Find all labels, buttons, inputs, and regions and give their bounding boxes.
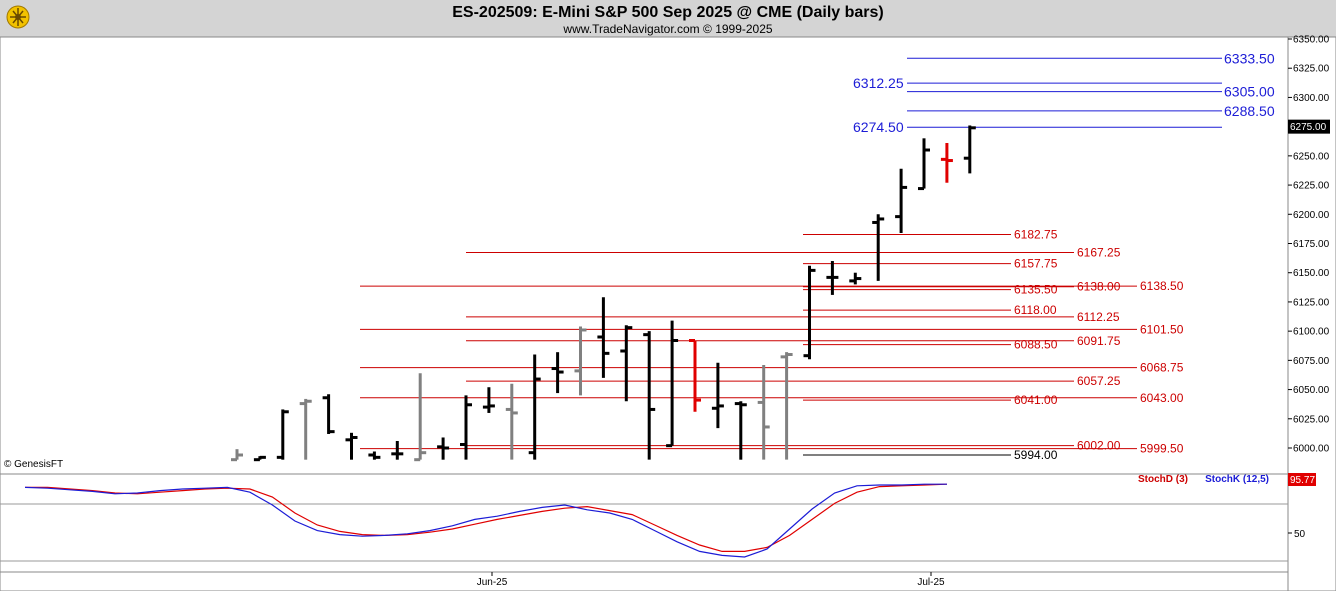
current-price-label: 6275.00 [1290,122,1327,133]
red-level-label: 6182.75 [1014,227,1058,241]
red-level-label: 6091.75 [1077,334,1121,348]
current-price-box [1288,119,1330,134]
price-axis-tick-label: 6300.00 [1293,93,1330,104]
price-axis-tick-label: 6200.00 [1293,210,1330,221]
stochastic-axis: 50 95.77 [0,473,1316,562]
legend-stochk: StochK (12,5) [1205,474,1269,485]
copyright-label: © GenesisFT [4,459,63,470]
price-axis-tick-label: 6025.00 [1293,414,1330,425]
date-axis-panel [0,571,1289,591]
black-level-label: 5994.00 [1014,448,1058,462]
price-axis-tick-label: 6325.00 [1293,64,1330,75]
price-axis-tick-label: 6000.00 [1293,444,1330,455]
price-panel[interactable] [0,36,1289,475]
price-bars [231,125,976,462]
price-axis-tick-label: 6050.00 [1293,385,1330,396]
red-level-label: 6167.25 [1077,246,1121,260]
blue-level-label: 6312.25 [853,75,904,91]
red-level-label: 6057.25 [1077,374,1121,388]
date-axis-tick-label: Jul-25 [917,577,945,588]
red-level-label: 6101.50 [1140,322,1184,336]
price-axis-tick-label: 6250.00 [1293,151,1330,162]
support-resistance-levels: 6333.50 6312.25 6305.00 6288.50 6274.50 6182.… [360,50,1275,462]
red-level-label: 6138.00 [1077,280,1121,294]
price-axis-tick-label: 6350.00 [1293,35,1330,46]
red-level-label: 6088.50 [1014,338,1058,352]
price-axis-tick-label: 6100.00 [1293,327,1330,338]
red-level-label: 6157.75 [1014,257,1058,271]
blue-level-label: 6274.50 [853,119,904,135]
price-axis-tick-label: 6225.00 [1293,181,1330,192]
stochk-line [24,483,947,558]
red-level-label: 6002.00 [1077,439,1121,453]
price-axis-tick-label: 6150.00 [1293,268,1330,279]
stochastic-current-box [1288,473,1316,486]
legend-stochd: StochD (3) [1138,474,1188,485]
red-level-label: 6118.00 [1014,303,1057,317]
stochastic-current-label: 95.77 [1290,475,1315,486]
price-axis-tick-label: 6175.00 [1293,239,1330,250]
red-level-label: 5999.50 [1140,442,1184,456]
red-level-label: 6041.00 [1014,393,1058,407]
price-axis: 6000.00 6025.00 6050.00 6075.00 6100.00 6125.… [1288,35,1330,455]
blue-level-label: 6333.50 [1224,50,1275,66]
blue-level-label: 6288.50 [1224,103,1275,119]
stochastic-lines [24,483,948,558]
red-level-label: 6138.50 [1140,279,1184,293]
date-axis-tick-label: Jun-25 [477,577,508,588]
red-level-label: 6112.25 [1077,310,1120,324]
date-axis: Jun-25 Jul-25 [477,572,945,588]
price-axis-tick-label: 6125.00 [1293,297,1330,308]
trade-navigator-logo-icon[interactable] [6,5,30,29]
stochastic-axis-tick-label: 50 [1294,529,1306,540]
price-axis-tick-label: 6075.00 [1293,356,1330,367]
red-level-label: 6068.75 [1140,361,1184,375]
red-level-label: 6135.50 [1014,283,1058,297]
red-level-label: 6043.00 [1140,391,1184,405]
blue-level-label: 6305.00 [1224,84,1275,100]
chart-subtitle: www.TradeNavigator.com © 1999-2025 [562,22,772,36]
chart-title: ES-202509: E-Mini S&P 500 Sep 2025 @ CME… [452,4,883,21]
stochd-line [25,483,948,553]
